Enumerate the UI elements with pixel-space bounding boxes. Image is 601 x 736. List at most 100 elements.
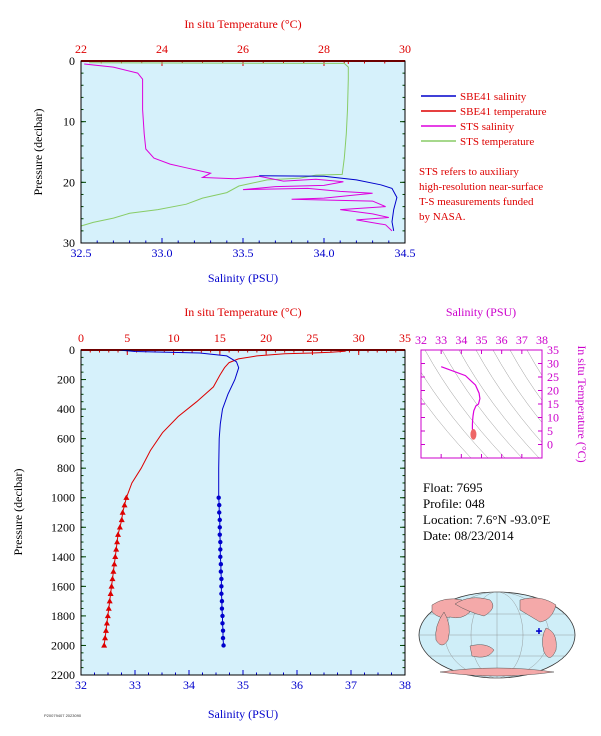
full-profile-chart: In situ Temperature (°C) Salinity (PSU) … bbox=[11, 305, 411, 721]
density-contour bbox=[458, 350, 540, 458]
ts-x-tick-label: 33 bbox=[435, 333, 447, 347]
top-tick-label: 35 bbox=[399, 331, 411, 345]
density-contour bbox=[492, 350, 542, 423]
top-tick-label: 0 bbox=[78, 331, 84, 345]
salinity-marker bbox=[220, 635, 226, 641]
salinity-marker bbox=[218, 569, 224, 574]
bottom-tick-label: 33 bbox=[129, 678, 141, 692]
land-antarctica bbox=[439, 667, 555, 677]
salinity-marker bbox=[216, 495, 221, 500]
left-tick-label: 20 bbox=[63, 175, 75, 189]
series-line-sts-temperature bbox=[80, 62, 349, 227]
ts-frame bbox=[420, 349, 543, 459]
temperature-marker bbox=[105, 605, 112, 611]
note-line: by NASA. bbox=[419, 211, 466, 223]
density-contour bbox=[475, 350, 542, 444]
left-tick-label: 0 bbox=[69, 54, 75, 68]
legend-label: STS salinity bbox=[460, 121, 515, 133]
footer-code: P20079407 2023090 bbox=[44, 713, 82, 718]
land-north-america bbox=[519, 597, 557, 623]
legend-label: STS temperature bbox=[460, 136, 534, 148]
near-surface-chart: In situ Temperature (°C) Salinity (PSU) … bbox=[31, 17, 416, 285]
ts-diagram: Salinity (PSU) In situ Temperature (°C) … bbox=[415, 305, 589, 463]
top-tick-label: 24 bbox=[156, 42, 168, 56]
plot1-background bbox=[81, 61, 405, 243]
top-tick-label: 26 bbox=[237, 42, 249, 56]
plot1-frame bbox=[80, 60, 406, 244]
salinity-marker bbox=[219, 598, 225, 604]
plot2-background bbox=[81, 350, 405, 675]
top-tick-label: 10 bbox=[168, 331, 180, 345]
top-tick-label: 25 bbox=[306, 331, 318, 345]
plot1-y-axis-label: Pressure (decibar) bbox=[31, 109, 45, 196]
land-australia bbox=[469, 644, 495, 658]
top-tick-label: 28 bbox=[318, 42, 330, 56]
bottom-tick-label: 32.5 bbox=[71, 246, 92, 260]
plot2-series bbox=[101, 349, 348, 648]
temperature-marker bbox=[111, 561, 118, 567]
left-tick-label: 600 bbox=[57, 432, 75, 446]
bottom-tick-label: 33.0 bbox=[152, 246, 173, 260]
ts-x-tick-label: 38 bbox=[536, 333, 548, 347]
bottom-tick-label: 38 bbox=[399, 678, 411, 692]
land-africa bbox=[435, 611, 450, 646]
ts-x-tick-label: 35 bbox=[476, 333, 488, 347]
left-tick-label: 1400 bbox=[51, 550, 75, 564]
legend-label: SBE41 salinity bbox=[460, 91, 527, 103]
density-contour bbox=[526, 350, 542, 376]
salinity-marker bbox=[217, 517, 222, 523]
ts-x-tick-label: 32 bbox=[415, 333, 427, 347]
salinity-marker bbox=[221, 643, 226, 648]
left-tick-label: 10 bbox=[63, 115, 75, 129]
ts-y-tick-label: 25 bbox=[547, 370, 559, 384]
note-line: T-S measurements funded bbox=[419, 196, 534, 208]
temperature-marker bbox=[123, 494, 130, 500]
float-id: Float: 7695 bbox=[423, 480, 483, 495]
left-tick-label: 800 bbox=[57, 461, 75, 475]
left-tick-label: 30 bbox=[63, 236, 75, 250]
map-land bbox=[431, 597, 557, 677]
land-asia-east bbox=[454, 597, 494, 617]
ts-y-tick-label: 35 bbox=[547, 343, 559, 357]
profile-number: Profile: 048 bbox=[423, 496, 485, 511]
ts-x-tick-label: 34 bbox=[455, 333, 467, 347]
temperature-marker bbox=[119, 509, 126, 515]
land-south-america bbox=[542, 627, 557, 658]
top-tick-label: 5 bbox=[124, 331, 130, 345]
temperature-marker bbox=[102, 634, 109, 641]
series-line-sts-salinity bbox=[84, 63, 393, 232]
left-tick-label: 1800 bbox=[51, 609, 75, 623]
temperature-marker bbox=[101, 642, 108, 648]
salinity-marker bbox=[218, 554, 223, 560]
salinity-marker bbox=[217, 525, 222, 530]
temperature-marker bbox=[118, 516, 125, 523]
legend-label: SBE41 temperature bbox=[460, 106, 547, 118]
salinity-marker bbox=[219, 584, 224, 589]
ts-curve bbox=[440, 366, 481, 430]
top-tick-label: 20 bbox=[260, 331, 272, 345]
salinity-marker bbox=[219, 576, 224, 582]
salinity-marker bbox=[219, 606, 225, 611]
ts-top-axis-label: Salinity (PSU) bbox=[446, 305, 516, 319]
sts-note: STS refers to auxiliary high-resolution … bbox=[419, 165, 594, 225]
salinity-marker bbox=[219, 591, 224, 596]
ts-background bbox=[421, 350, 542, 458]
left-tick-label: 0 bbox=[69, 343, 75, 357]
series-line-sbe41-salinity bbox=[259, 175, 398, 231]
left-tick-label: 1200 bbox=[51, 520, 75, 534]
ts-density-contours bbox=[421, 350, 542, 458]
bottom-tick-label: 36 bbox=[291, 678, 303, 692]
ts-y-tick-label: 0 bbox=[547, 438, 553, 452]
ts-y-tick-label: 10 bbox=[547, 411, 559, 425]
date: Date: 08/23/2014 bbox=[423, 528, 514, 543]
top-tick-label: 15 bbox=[214, 331, 226, 345]
density-contour bbox=[424, 350, 506, 458]
temperature-marker bbox=[103, 620, 110, 626]
salinity-marker bbox=[220, 621, 225, 626]
plot2-x-axis-label: Salinity (PSU) bbox=[208, 707, 278, 721]
temperature-marker bbox=[121, 501, 128, 508]
temperature-marker bbox=[116, 524, 123, 530]
density-contour bbox=[421, 397, 472, 458]
